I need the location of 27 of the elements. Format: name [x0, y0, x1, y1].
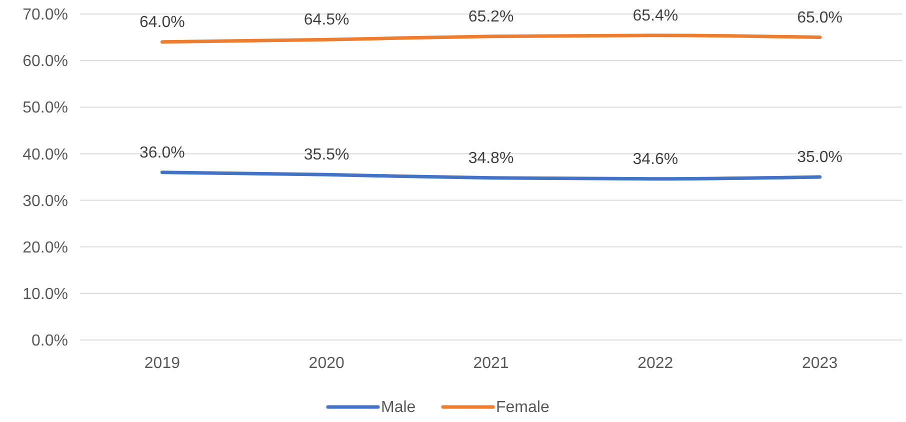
y-tick-label: 50.0% [22, 100, 68, 117]
data-label: 65.4% [632, 7, 678, 24]
y-tick-label: 30.0% [22, 192, 68, 210]
data-label: 35.0% [797, 149, 842, 166]
line-series [160, 170, 822, 181]
data-label: 65.0% [797, 9, 842, 26]
x-tick-label: 2021 [473, 355, 509, 372]
data-label: 35.5% [304, 146, 350, 164]
y-tick-label: 60.0% [22, 53, 68, 70]
y-tick-label: 40.0% [22, 146, 68, 164]
data-label: 65.2% [468, 8, 514, 26]
legend-label: Male [381, 399, 416, 416]
x-tick-label: 2020 [308, 355, 344, 372]
line-series [160, 34, 822, 44]
x-tick-label: 2019 [144, 355, 180, 372]
data-label: 64.0% [140, 14, 185, 31]
y-tick-label: 70.0% [22, 6, 68, 24]
x-tick-label: 2023 [802, 355, 838, 372]
y-tick-label: 10.0% [22, 286, 68, 304]
x-tick-label: 2022 [638, 355, 674, 372]
data-label: 34.6% [632, 150, 678, 168]
y-tick-label: 0.0% [32, 332, 68, 350]
data-label: 36.0% [140, 144, 185, 162]
y-tick-label: 20.0% [22, 239, 68, 256]
data-label: 34.8% [468, 150, 514, 167]
legend-label: Female [496, 399, 550, 416]
data-label: 64.5% [304, 12, 350, 29]
